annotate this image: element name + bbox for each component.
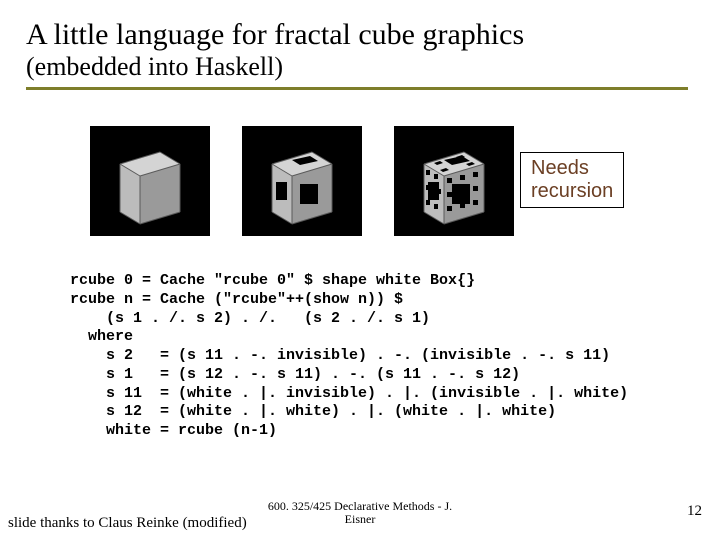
slide-subtitle: (embedded into Haskell) <box>26 53 688 82</box>
footer-left: slide thanks to Claus Reinke (modified) <box>8 515 247 532</box>
title-block: A little language for fractal cube graph… <box>26 18 688 90</box>
callout-box: Needs recursion <box>520 152 624 208</box>
footer-page-number: 12 <box>687 503 702 520</box>
footer-center-line1: 600. 325/425 Declarative Methods - J. <box>0 500 720 513</box>
cube-image-2 <box>394 126 514 236</box>
cube-image-1 <box>242 126 362 236</box>
cube-images-row <box>90 126 514 236</box>
cube-menger2-icon <box>404 134 504 229</box>
callout-line1: Needs <box>531 157 613 180</box>
cube-menger1-icon <box>252 134 352 229</box>
cube-solid-icon <box>100 134 200 229</box>
slide-title: A little language for fractal cube graph… <box>26 18 688 53</box>
callout-line2: recursion <box>531 180 613 203</box>
code-block: rcube 0 = Cache "rcube 0" $ shape white … <box>70 272 628 441</box>
cube-image-0 <box>90 126 210 236</box>
